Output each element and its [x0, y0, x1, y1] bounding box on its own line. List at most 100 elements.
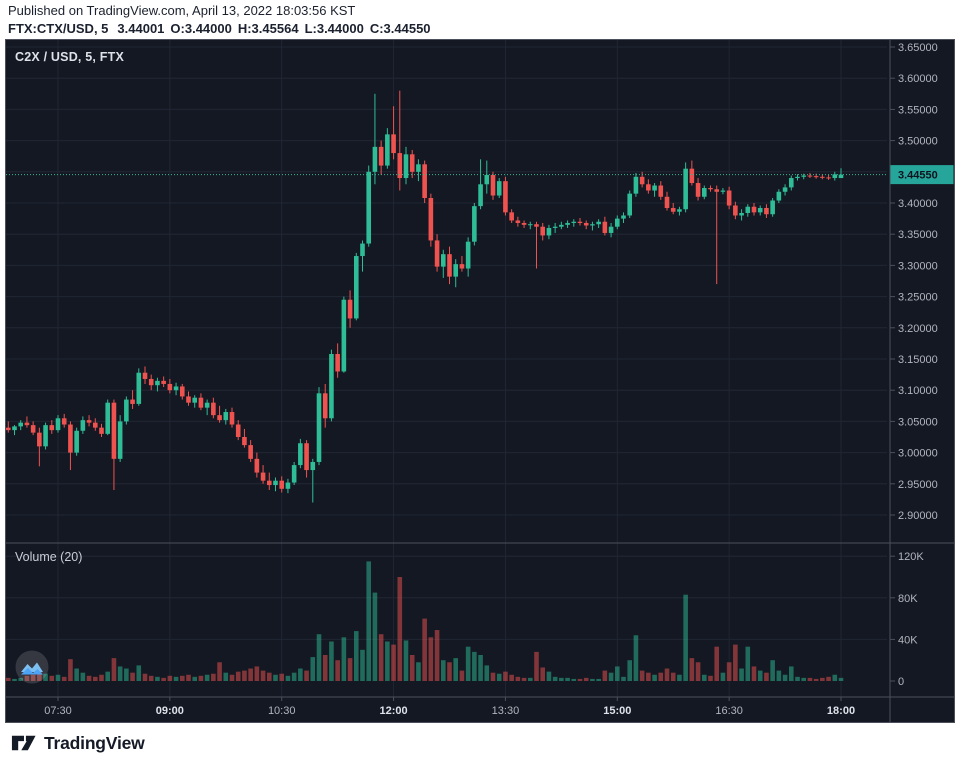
watermark-mountain-front [21, 668, 43, 675]
price-tick-label: 3.20000 [898, 323, 938, 335]
candle-body [136, 372, 142, 404]
volume-bar [559, 677, 564, 681]
volume-bar [478, 655, 483, 681]
candle-body [385, 134, 390, 166]
volume-bars-layer [6, 561, 844, 681]
price-tick-label: 2.95000 [898, 479, 938, 491]
close-value: C:3.44550 [369, 20, 431, 36]
volume-bar [677, 674, 682, 681]
candle-body [242, 437, 247, 446]
volume-bar [714, 646, 720, 681]
candle-body [211, 402, 216, 416]
volume-bar [155, 676, 160, 681]
candle-body [68, 424, 73, 453]
candle-body [254, 458, 260, 473]
candle-body [509, 212, 514, 221]
tradingview-footer[interactable]: TradingView [10, 730, 145, 756]
volume-bar [571, 678, 577, 681]
candle-body [646, 184, 651, 191]
candle-body [664, 196, 670, 208]
candle-body [322, 393, 328, 419]
volume-axis[interactable]: 120K 80K 40K 0 [890, 551, 924, 688]
candle-body [602, 221, 608, 233]
candle-body [179, 386, 185, 397]
volume-bar [6, 677, 11, 681]
volume-bar [820, 677, 825, 681]
candle-body [496, 181, 502, 196]
time-tick-label: 16:30 [715, 705, 743, 717]
candle-body [701, 188, 707, 197]
candle-body [223, 412, 229, 421]
candle-body [813, 176, 819, 178]
candle-body [447, 254, 452, 277]
volume-bar [658, 672, 664, 681]
volume-bar [832, 674, 838, 681]
volume-bar [18, 677, 24, 681]
last-value: 3.44001 [117, 20, 165, 36]
candle-body [521, 222, 527, 225]
candle-body [173, 386, 179, 391]
volume-bar [179, 675, 185, 681]
volume-bar [285, 675, 291, 681]
candle-body [677, 209, 682, 212]
volume-bar [465, 646, 471, 681]
price-tick-label: 3.25000 [898, 292, 938, 304]
price-axis[interactable]: 3.65000 3.60000 3.55000 3.50000 3.40000 3.350… [890, 42, 938, 522]
volume-bar [397, 577, 403, 681]
candle-body [397, 153, 403, 179]
volume-bar [764, 672, 769, 681]
candle-body [329, 354, 334, 419]
volume-bar [745, 646, 751, 681]
candle-body [142, 372, 148, 379]
volume-bar [646, 672, 651, 681]
chart-area[interactable]: 3.65000 3.60000 3.55000 3.50000 3.40000 3.350… [5, 39, 955, 723]
volume-bar [521, 677, 527, 681]
time-axis[interactable]: 07:30 09:00 10:30 12:00 13:30 15:00 16:30 18:00 [44, 697, 855, 717]
candle-body [465, 241, 471, 269]
candle-body [80, 420, 86, 431]
candle-body [764, 207, 769, 215]
candle-body [360, 243, 365, 257]
candle-body [12, 426, 17, 431]
volume-bar [776, 670, 782, 681]
candle-body [155, 380, 160, 386]
volume-bar [490, 672, 496, 681]
volume-bar [130, 672, 135, 681]
volume-bar [428, 637, 434, 681]
volume-bar [12, 678, 17, 681]
candle-body [714, 189, 720, 192]
chart-canvas[interactable]: 3.65000 3.60000 3.55000 3.50000 3.40000 3.350… [6, 40, 954, 722]
candle-body [801, 175, 807, 177]
candle-body [298, 443, 303, 466]
volume-bar [695, 662, 701, 681]
volume-bar [757, 670, 763, 681]
candle-body [24, 422, 30, 426]
candle-body [335, 354, 340, 372]
candle-body [316, 393, 322, 462]
volume-tick-label: 40K [898, 634, 918, 646]
symbol-ohlc-line: FTX:CTX/USD, 5 3.44001 O:3.44000 H:3.45564 L… [8, 20, 437, 37]
volume-bar [61, 676, 67, 681]
candle-body [689, 168, 695, 184]
volume-bar [633, 635, 639, 681]
volume-bar [248, 668, 253, 681]
volume-bar [86, 675, 92, 681]
volume-bar [229, 674, 235, 681]
candle-body [534, 224, 539, 227]
candle-body [826, 177, 831, 179]
candle-body [683, 168, 688, 210]
volume-bar [422, 618, 427, 681]
volume-bar [192, 676, 198, 681]
price-tick-label: 3.35000 [898, 229, 938, 241]
price-tick-label: 3.55000 [898, 104, 938, 116]
volume-bar [372, 592, 378, 681]
volume-bar [24, 675, 30, 681]
candle-body [770, 200, 775, 215]
volume-bar [434, 630, 440, 681]
candle-body [733, 205, 738, 216]
time-tick-label: 10:30 [268, 705, 296, 717]
candle-body [49, 425, 55, 431]
candle-body [459, 264, 465, 269]
candle-body [720, 190, 726, 192]
